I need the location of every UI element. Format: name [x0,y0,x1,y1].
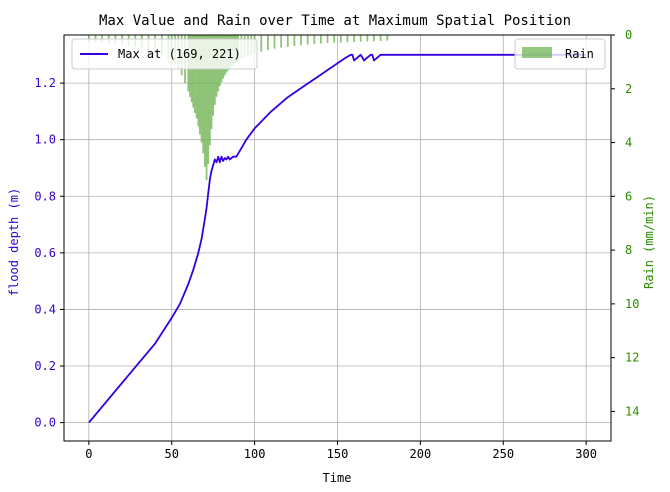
y-tick-label: 0.8 [34,189,56,203]
x-tick-label: 100 [244,447,266,461]
rain-bar [333,35,336,43]
rain-bar [339,35,342,43]
rain-bar [199,35,201,135]
rain-bar [366,35,369,42]
rain-bar [202,35,205,154]
rain-bar [205,35,208,181]
rain-bar [195,35,198,119]
rain-bar [346,35,349,43]
y-tick-label: 0.4 [34,302,56,316]
x-tick-label: 300 [575,447,597,461]
y2-tick-label: 4 [625,136,632,150]
y-tick-label: 1.2 [34,76,56,90]
rain-bar [326,35,329,44]
rain-bar [210,35,213,130]
y2-tick-label: 12 [625,351,639,365]
rain-bar [273,35,276,49]
rain-bar [293,35,296,47]
y-tick-label: 0.6 [34,246,56,260]
rain-bar [386,35,389,41]
legend-line-label: Max at (169, 221) [118,47,241,61]
legend-rain: Rain [514,38,606,70]
y2-axis-label: Rain (mm/min) [642,195,656,289]
rain-bar [213,35,216,105]
rain-bar [208,35,211,146]
y2-tick-label: 8 [625,243,632,257]
rain-bar [373,35,375,42]
rain-bar [300,35,302,46]
y-tick-label: 0.0 [34,416,56,430]
rain-bar [200,35,203,143]
rain-bar [320,35,322,44]
rain-bar [260,35,263,52]
rain-bar [353,35,355,42]
rain-bar [286,35,289,47]
rain-bar [266,35,269,51]
x-tick-label: 250 [492,447,514,461]
rain-bar [359,35,362,42]
y-tick-label: 1.0 [34,133,56,147]
x-tick-label: 50 [165,447,179,461]
y2-tick-label: 6 [625,189,632,203]
y2-tick-label: 10 [625,297,639,311]
y2-tick-label: 0 [625,28,632,42]
rain-bar [306,35,309,45]
x-axis-label: Time [323,471,352,485]
rain-bar [203,35,206,167]
chart-title: Max Value and Rain over Time at Maximum … [99,13,571,29]
y2-tick-label: 14 [625,404,639,418]
rain-bar [280,35,283,48]
rain-bar [379,35,382,41]
rain-bar [87,35,90,42]
y-tick-label: 0.2 [34,359,56,373]
legend-rain-swatch [522,47,552,58]
legend-rain-label: Rain [565,47,594,61]
flood-depth-line [88,53,587,424]
rain-bar [197,35,200,127]
rain-bar [207,35,210,165]
legend-line: Max at (169, 221) [71,38,258,70]
x-tick-label: 200 [410,447,432,461]
rain-bar [194,35,196,113]
rain-bar [313,35,316,45]
y2-tick-label: 2 [625,82,632,96]
y-axis-label: flood depth (m) [7,188,21,296]
rain-bar [212,35,215,116]
x-tick-label: 150 [327,447,349,461]
rain-bar [192,35,195,108]
x-tick-label: 0 [85,447,92,461]
